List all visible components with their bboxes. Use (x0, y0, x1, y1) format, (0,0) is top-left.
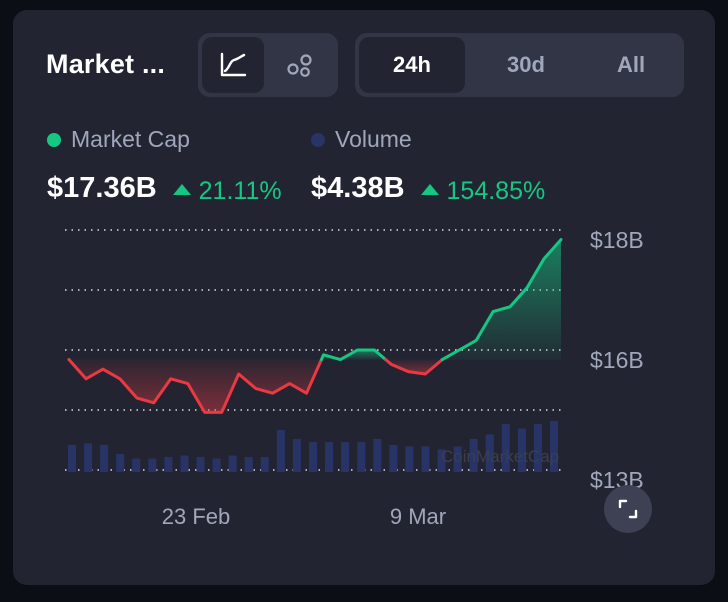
market-cap-line-down (67, 358, 323, 414)
chart-type-toggle (198, 33, 338, 97)
market-cap-line-up (440, 238, 563, 362)
volume-bar (148, 458, 157, 472)
volume-bar (292, 439, 301, 472)
volume-bar (100, 445, 109, 472)
volume-bar (517, 428, 526, 472)
volume-bar (437, 449, 446, 472)
area-above-baseline (321, 350, 386, 360)
volume-bar (164, 457, 173, 472)
x-tick-label: 23 Feb (162, 504, 231, 529)
volume-change-text: 154.85% (446, 177, 546, 205)
volume-bar (550, 421, 558, 472)
volume-bar (469, 439, 478, 472)
volume-bar (68, 445, 76, 472)
line-chart-icon (220, 52, 247, 77)
range-24h[interactable]: 24h (359, 37, 465, 93)
volume-bar (84, 443, 93, 472)
line-chart-button[interactable] (202, 37, 264, 93)
chart-title: Market ... (46, 49, 166, 79)
volume-bar (533, 424, 542, 472)
volume-bar (276, 430, 285, 472)
watermark-text: CoinMarketCap (441, 447, 559, 466)
volume-value: $4.38B (311, 172, 405, 204)
caret-up-icon (172, 184, 191, 195)
volume-bar (389, 445, 398, 472)
market-chart-card: Market ... 24h 30d All Market Cap Volume… (13, 10, 715, 585)
area-above-baseline (442, 239, 561, 360)
legend-volume-label: Volume (335, 126, 412, 152)
bubble-chart-button[interactable] (268, 37, 334, 93)
volume-dot (311, 132, 325, 147)
volume-bar (309, 442, 317, 472)
volume-change: 154.85% (420, 177, 546, 206)
y-tick-label: $18B (590, 227, 644, 253)
volume-bar (485, 434, 494, 472)
legend-volume: Volume (311, 126, 412, 153)
volume-bar (357, 442, 366, 472)
y-tick-label: $16B (590, 347, 644, 373)
expand-button[interactable] (604, 485, 652, 533)
volume-bar (453, 446, 462, 472)
area-below-baseline (69, 359, 322, 413)
volume-bar (212, 458, 221, 472)
range-all[interactable]: All (616, 52, 646, 77)
bubbles-icon (287, 54, 312, 77)
volume-bar (228, 455, 237, 472)
range-30d[interactable]: 30d (507, 52, 545, 77)
volume-bar (116, 454, 125, 472)
volume-bar (501, 424, 510, 472)
volume-bar (341, 442, 350, 472)
market-cap-line-down (384, 358, 444, 376)
market-cap-stat: $17.36B 21.11% (47, 172, 282, 206)
market-cap-dot (47, 132, 61, 147)
market-cap-change-text: 21.11% (198, 177, 282, 205)
time-range-toggle: 24h 30d All (355, 33, 684, 97)
x-tick-label: 9 Mar (390, 504, 446, 529)
legend-market-cap: Market Cap (47, 126, 190, 153)
volume-bar (132, 458, 141, 472)
volume-stat: $4.38B 154.85% (311, 172, 545, 206)
market-cap-value: $17.36B (47, 172, 157, 204)
expand-icon (618, 499, 638, 519)
volume-bar (373, 439, 382, 472)
caret-up-icon (420, 184, 439, 195)
volume-bar (196, 457, 205, 472)
market-cap-change: 21.11% (172, 177, 282, 206)
volume-bar (244, 457, 253, 472)
market-cap-line-up (319, 348, 388, 362)
volume-bar (421, 446, 430, 472)
volume-bar (260, 457, 269, 472)
volume-bar (325, 442, 334, 472)
legend-market-cap-label: Market Cap (71, 126, 190, 152)
volume-bar (405, 446, 414, 472)
volume-bar (180, 455, 189, 472)
